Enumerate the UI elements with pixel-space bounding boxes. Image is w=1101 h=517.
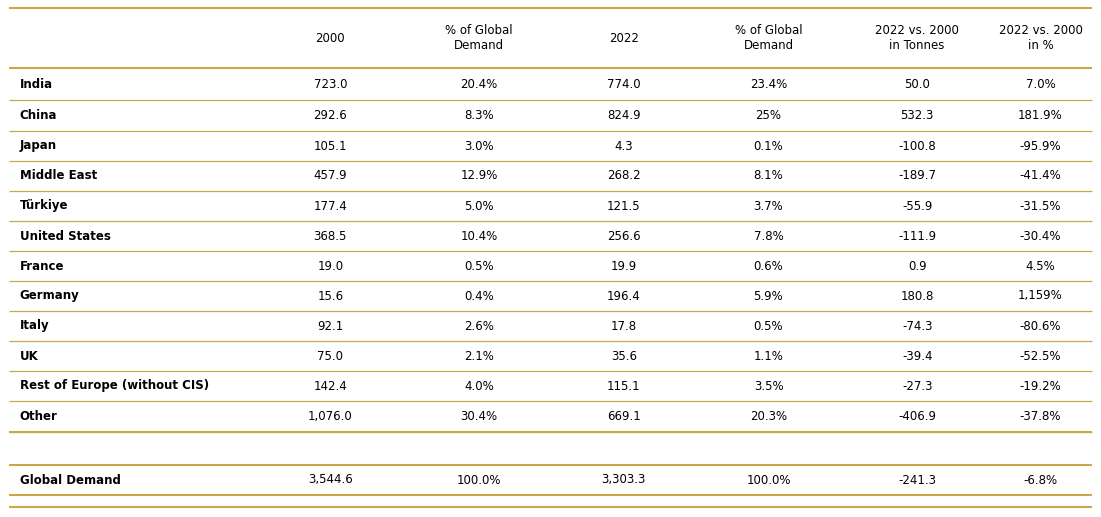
Text: -37.8%: -37.8% (1020, 410, 1061, 423)
Text: China: China (20, 109, 57, 122)
Text: Other: Other (20, 410, 57, 423)
Text: 100.0%: 100.0% (746, 474, 791, 486)
Text: 0.1%: 0.1% (753, 140, 784, 153)
Text: 75.0: 75.0 (317, 349, 344, 362)
Text: 115.1: 115.1 (607, 379, 641, 392)
Text: Japan: Japan (20, 140, 57, 153)
Text: 180.8: 180.8 (901, 290, 934, 302)
Text: 3.7%: 3.7% (753, 200, 784, 212)
Text: 12.9%: 12.9% (460, 170, 498, 183)
Text: Germany: Germany (20, 290, 79, 302)
Text: 0.4%: 0.4% (464, 290, 494, 302)
Text: 1,159%: 1,159% (1018, 290, 1062, 302)
Text: 532.3: 532.3 (901, 109, 934, 122)
Text: Global Demand: Global Demand (20, 474, 121, 486)
Text: 4.5%: 4.5% (1025, 260, 1056, 272)
Text: 121.5: 121.5 (607, 200, 641, 212)
Text: -406.9: -406.9 (898, 410, 936, 423)
Text: 196.4: 196.4 (607, 290, 641, 302)
Text: 256.6: 256.6 (607, 230, 641, 242)
Text: -100.8: -100.8 (898, 140, 936, 153)
Text: 723.0: 723.0 (314, 78, 347, 90)
Text: 669.1: 669.1 (607, 410, 641, 423)
Text: 17.8: 17.8 (611, 320, 636, 332)
Text: 2000: 2000 (316, 32, 345, 44)
Text: -74.3: -74.3 (902, 320, 933, 332)
Text: 457.9: 457.9 (314, 170, 347, 183)
Text: 3.0%: 3.0% (465, 140, 493, 153)
Text: Middle East: Middle East (20, 170, 97, 183)
Text: 20.4%: 20.4% (460, 78, 498, 90)
Text: 20.3%: 20.3% (750, 410, 787, 423)
Text: 0.6%: 0.6% (753, 260, 784, 272)
Text: 10.4%: 10.4% (460, 230, 498, 242)
Text: -55.9: -55.9 (902, 200, 933, 212)
Text: -41.4%: -41.4% (1020, 170, 1061, 183)
Text: 1,076.0: 1,076.0 (308, 410, 352, 423)
Text: -19.2%: -19.2% (1020, 379, 1061, 392)
Text: 5.0%: 5.0% (465, 200, 493, 212)
Text: 268.2: 268.2 (607, 170, 641, 183)
Text: 2.6%: 2.6% (464, 320, 494, 332)
Text: -111.9: -111.9 (898, 230, 936, 242)
Text: 23.4%: 23.4% (750, 78, 787, 90)
Text: 0.5%: 0.5% (754, 320, 783, 332)
Text: -80.6%: -80.6% (1020, 320, 1061, 332)
Text: -241.3: -241.3 (898, 474, 936, 486)
Text: 177.4: 177.4 (314, 200, 347, 212)
Text: Rest of Europe (without CIS): Rest of Europe (without CIS) (20, 379, 209, 392)
Text: 92.1: 92.1 (317, 320, 344, 332)
Text: -39.4: -39.4 (902, 349, 933, 362)
Text: -95.9%: -95.9% (1020, 140, 1061, 153)
Text: -30.4%: -30.4% (1020, 230, 1061, 242)
Text: 4.0%: 4.0% (464, 379, 494, 392)
Text: -31.5%: -31.5% (1020, 200, 1061, 212)
Text: 2022 vs. 2000
in Tonnes: 2022 vs. 2000 in Tonnes (875, 24, 959, 52)
Text: -27.3: -27.3 (902, 379, 933, 392)
Text: 8.1%: 8.1% (753, 170, 784, 183)
Text: 19.9: 19.9 (611, 260, 636, 272)
Text: 368.5: 368.5 (314, 230, 347, 242)
Text: 2022 vs. 2000
in %: 2022 vs. 2000 in % (999, 24, 1082, 52)
Text: 35.6: 35.6 (611, 349, 636, 362)
Text: 824.9: 824.9 (607, 109, 641, 122)
Text: Türkiye: Türkiye (20, 200, 68, 212)
Text: 105.1: 105.1 (314, 140, 347, 153)
Text: 3,303.3: 3,303.3 (601, 474, 646, 486)
Text: 8.3%: 8.3% (465, 109, 493, 122)
Text: 774.0: 774.0 (607, 78, 641, 90)
Text: 100.0%: 100.0% (457, 474, 501, 486)
Text: % of Global
Demand: % of Global Demand (734, 24, 803, 52)
Text: 4.3: 4.3 (614, 140, 633, 153)
Text: United States: United States (20, 230, 111, 242)
Text: 7.0%: 7.0% (1025, 78, 1056, 90)
Text: 3,544.6: 3,544.6 (308, 474, 352, 486)
Text: 25%: 25% (755, 109, 782, 122)
Text: 3.5%: 3.5% (754, 379, 783, 392)
Text: India: India (20, 78, 53, 90)
Text: UK: UK (20, 349, 39, 362)
Text: 142.4: 142.4 (314, 379, 347, 392)
Text: 292.6: 292.6 (314, 109, 347, 122)
Text: -52.5%: -52.5% (1020, 349, 1061, 362)
Text: 181.9%: 181.9% (1018, 109, 1062, 122)
Text: 0.9: 0.9 (908, 260, 926, 272)
Text: 2022: 2022 (609, 32, 639, 44)
Text: Italy: Italy (20, 320, 50, 332)
Text: 7.8%: 7.8% (753, 230, 784, 242)
Text: 1.1%: 1.1% (753, 349, 784, 362)
Text: 5.9%: 5.9% (753, 290, 784, 302)
Text: 19.0: 19.0 (317, 260, 344, 272)
Text: % of Global
Demand: % of Global Demand (445, 24, 513, 52)
Text: France: France (20, 260, 64, 272)
Text: -6.8%: -6.8% (1024, 474, 1057, 486)
Text: 50.0: 50.0 (904, 78, 930, 90)
Text: 2.1%: 2.1% (464, 349, 494, 362)
Text: 0.5%: 0.5% (465, 260, 493, 272)
Text: 15.6: 15.6 (317, 290, 344, 302)
Text: -189.7: -189.7 (898, 170, 936, 183)
Text: 30.4%: 30.4% (460, 410, 498, 423)
